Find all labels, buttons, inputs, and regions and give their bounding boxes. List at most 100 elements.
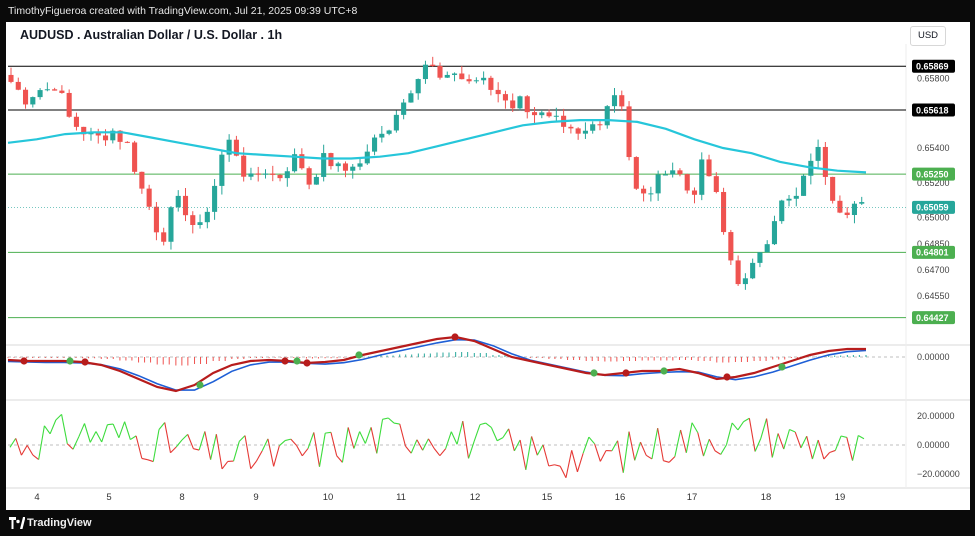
oscillator-segment [198, 431, 206, 451]
oscillator-segment [823, 452, 831, 460]
oscillator-segment [680, 429, 687, 453]
oscillator-segment [341, 427, 349, 463]
oscillator-segment [382, 417, 389, 420]
oscillator-tick-label: 0.00000 [917, 440, 950, 450]
macd-cross-dot [196, 381, 204, 389]
oscillator-segment [513, 439, 521, 452]
candle-body [524, 96, 530, 113]
macd-cross-dot [590, 369, 598, 377]
oscillator-segment [628, 431, 636, 461]
candle-body [750, 262, 756, 279]
candle-body [495, 89, 501, 95]
candle-body [226, 139, 232, 155]
oscillator-segment [410, 439, 418, 454]
candle-body [488, 77, 494, 90]
price-tick-label: 0.65400 [917, 143, 950, 153]
last-price-tag-label: 0.65059 [916, 203, 949, 213]
currency-button[interactable]: USD [910, 26, 946, 46]
oscillator-segment [267, 438, 275, 467]
macd-cross-dot [723, 373, 731, 381]
time-tick-label: 18 [761, 492, 772, 503]
chart-frame[interactable] [6, 22, 970, 510]
last-price-tag [912, 200, 955, 214]
oscillator-segment [9, 438, 17, 448]
candle-body [386, 130, 392, 134]
oscillator-segment [387, 417, 395, 424]
candle-body [481, 77, 487, 81]
candle-body [204, 211, 210, 223]
oscillator-segment [124, 421, 131, 440]
oscillator-segment [376, 419, 384, 454]
candle-body [124, 141, 130, 143]
oscillator-segment [325, 431, 332, 434]
price-tick-label: 0.65000 [917, 213, 950, 223]
oscillator-segment [193, 448, 200, 451]
candle-body [539, 112, 545, 116]
candle-body [342, 163, 349, 171]
candle-body [553, 115, 559, 117]
candle-body [626, 106, 632, 158]
candle-body [699, 159, 705, 195]
price-tick-label: 0.64550 [917, 291, 950, 301]
oscillator-segment [279, 440, 286, 447]
oscillator-segment [175, 439, 183, 448]
oscillator-segment [617, 440, 624, 473]
oscillator-segment [307, 432, 315, 449]
oscillator-segment [250, 460, 257, 470]
candle-body [313, 176, 319, 185]
oscillator-segment [582, 436, 590, 454]
oscillator-segment [852, 435, 859, 461]
candle-body [132, 142, 138, 172]
candle-body [321, 153, 327, 177]
candle-body [175, 195, 181, 208]
oscillator-segment [806, 436, 813, 460]
oscillator-segment [318, 433, 326, 467]
candle-body [190, 215, 196, 225]
oscillator-segment [405, 445, 412, 454]
chart-title: AUDUSD . Australian Dollar / U.S. Dollar… [20, 28, 283, 42]
candle-body [233, 139, 239, 156]
oscillator-segment [301, 448, 309, 457]
candle-body [422, 64, 429, 80]
oscillator-segment [542, 444, 550, 467]
oscillator-segment [663, 460, 670, 463]
candle-body [670, 170, 676, 175]
oscillator-segment [112, 423, 120, 438]
price-tick-label: 0.64850 [917, 239, 950, 249]
candle-body [502, 94, 508, 101]
candle-body [764, 244, 770, 253]
oscillator-segment [353, 431, 361, 449]
macd-cross-dot [293, 357, 301, 365]
candle-body [284, 171, 290, 179]
oscillator-segment [777, 433, 785, 450]
candle-body [270, 173, 276, 175]
oscillator-segment [450, 431, 458, 445]
candle-body [255, 173, 261, 175]
time-tick-label: 12 [470, 492, 481, 503]
oscillator-segment [187, 434, 194, 449]
candle-body [241, 155, 247, 177]
candle-body [597, 124, 603, 126]
oscillator-segment [78, 423, 86, 438]
candle-body [161, 232, 167, 242]
oscillator-segment [840, 435, 847, 438]
oscillator-segment [61, 414, 68, 444]
oscillator-segment [702, 439, 710, 457]
macd-cross-dot [81, 358, 89, 366]
oscillator-segment [439, 448, 447, 457]
candle-body [531, 112, 538, 116]
oscillator-segment [15, 438, 22, 456]
candle-body [851, 203, 858, 215]
oscillator-segment [49, 419, 57, 435]
oscillator-segment [462, 421, 470, 459]
candle-body [277, 174, 283, 179]
oscillator-segment [336, 455, 343, 463]
candle-body [117, 130, 123, 142]
tradingview-logo-icon[interactable] [9, 517, 25, 529]
candle-body [815, 146, 821, 161]
oscillator-segment [107, 423, 114, 426]
oscillator-segment [32, 454, 39, 460]
oscillator-segment [536, 444, 544, 456]
oscillator-segment [519, 439, 527, 470]
